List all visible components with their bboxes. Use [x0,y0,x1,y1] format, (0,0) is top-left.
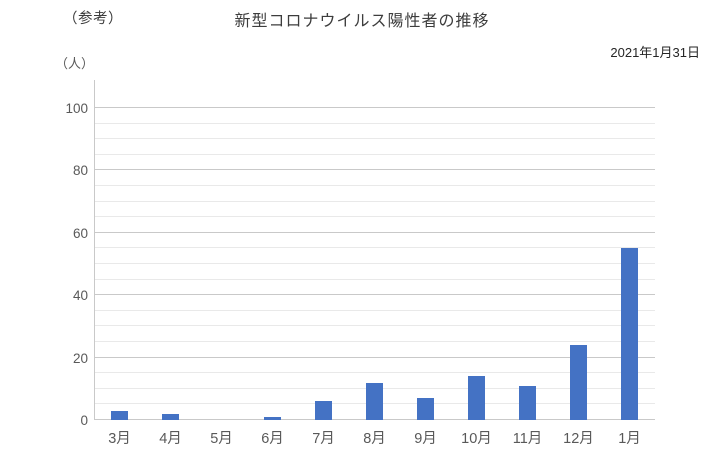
x-category-label: 12月 [563,431,594,447]
minor-gridline [94,122,655,124]
x-category-label: 3月 [108,431,131,447]
x-category-label: 9月 [414,431,437,447]
minor-gridline [94,263,655,264]
bar-8月 [366,382,383,420]
x-category-label: 7月 [312,431,335,447]
bar-11月 [519,385,536,420]
y-tick-label: 0 [80,413,88,428]
bar-6月 [264,416,281,420]
minor-gridline [94,185,655,186]
bar-12月 [570,345,587,420]
x-category-label: 8月 [363,431,386,447]
x-axis-labels: 3月 4月 5月 6月 7月 8月 9月 10月 11月 12月 1月 [94,427,655,451]
minor-gridline [94,372,655,374]
y-tick-label: 40 [72,288,88,304]
minor-gridline [94,138,655,140]
major-gridline [94,169,655,171]
y-tick-label: 60 [72,225,88,241]
major-gridline [94,356,655,358]
y-tick-label: 80 [72,163,88,179]
chart-title: 新型コロナウイルス陽性者の推移 [234,13,490,30]
major-gridline [94,107,655,108]
y-tick-label: 100 [65,101,88,116]
bar-4月 [162,413,179,420]
minor-gridline [94,247,655,249]
y-axis-unit-label: （人） [55,56,95,71]
as-of-date-label: 2021年1月31日 [610,45,700,60]
minor-gridline [94,200,655,202]
x-category-label: 1月 [618,431,641,447]
y-axis-line [94,80,95,420]
minor-gridline [94,325,655,327]
y-tick-label: 20 [72,350,88,366]
x-category-label: 10月 [461,431,492,447]
x-category-label: 5月 [210,431,233,447]
minor-gridline [94,309,655,311]
reference-note: （参考） [63,11,123,27]
major-gridline [94,231,655,233]
bar-10月 [468,376,485,420]
bar-1月 [621,248,638,420]
bar-7月 [315,401,332,420]
x-category-label: 11月 [512,431,543,447]
y-axis-tick-labels: 0 20 40 60 80 100 [0,80,88,428]
minor-gridline [94,216,655,218]
major-gridline [94,294,655,296]
bar-9月 [417,398,434,420]
minor-gridline [94,278,655,280]
minor-gridline [94,341,655,342]
bar-3月 [111,410,128,420]
plot-area [94,80,655,420]
x-category-label: 6月 [261,431,284,447]
minor-gridline [94,153,655,155]
x-category-label: 4月 [159,431,182,447]
